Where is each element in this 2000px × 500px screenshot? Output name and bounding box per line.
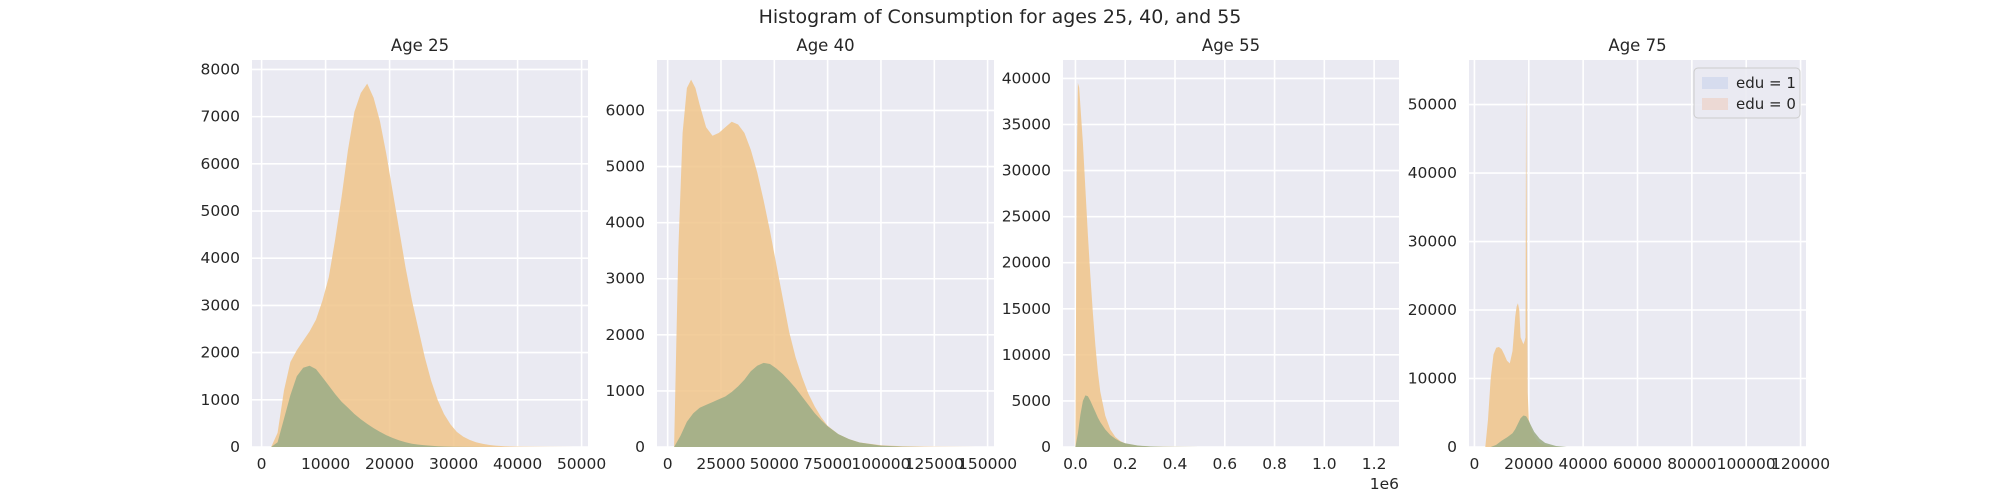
x-tick-label: 50000 [557, 455, 606, 473]
y-tick-label: 6000 [201, 155, 240, 173]
figure-title: Histogram of Consumption for ages 25, 40… [758, 6, 1242, 28]
histogram-edu-1 [1490, 415, 1567, 447]
histogram-edu-1 [674, 362, 924, 447]
x-tick-label: 75000 [803, 455, 852, 473]
y-tick-label: 1000 [606, 382, 645, 400]
y-tick-label: 5000 [1012, 392, 1051, 410]
y-tick-label: 1000 [201, 391, 240, 409]
y-tick-label: 7000 [201, 108, 240, 126]
y-tick-label: 40000 [1408, 164, 1457, 182]
y-tick-label: 25000 [1002, 208, 1051, 226]
histogram-edu-1 [1075, 395, 1200, 447]
y-tick-label: 8000 [201, 60, 240, 78]
x-tick-label: 1.2 [1362, 455, 1387, 473]
y-tick-label: 35000 [1002, 116, 1051, 134]
x-tick-label: 20000 [1504, 455, 1553, 473]
y-tick-label: 20000 [1408, 301, 1457, 319]
y-tick-label: 0 [1447, 438, 1457, 456]
x-tick-label: 40000 [1558, 455, 1607, 473]
x-tick-label: 0 [1469, 455, 1479, 473]
x-tick-label: 60000 [1613, 455, 1662, 473]
panel-title: Age 75 [1608, 36, 1666, 55]
histogram-edu-0 [674, 79, 977, 447]
legend-label: edu = 1 [1736, 74, 1796, 92]
legend-swatch [1702, 77, 1728, 89]
x-offset-label: 1e6 [1370, 475, 1399, 493]
x-tick-label: 100000 [1717, 455, 1776, 473]
y-tick-label: 3000 [201, 296, 240, 314]
x-tick-label: 0.2 [1113, 455, 1138, 473]
y-tick-label: 50000 [1408, 96, 1457, 114]
panel-title: Age 25 [391, 36, 449, 55]
x-tick-label: 30000 [429, 455, 478, 473]
y-tick-label: 4000 [201, 249, 240, 267]
x-tick-label: 40000 [493, 455, 542, 473]
x-tick-label: 0.4 [1163, 455, 1188, 473]
y-tick-label: 10000 [1408, 370, 1457, 388]
panel-age-3: 0.0 0.2 0.4 0.6 0.8 1.0 1.2 0 5000 10000 15000 2000… [1002, 36, 1399, 493]
legend: edu = 1 edu = 0 [1693, 67, 1801, 119]
y-tick-label: 0 [1041, 438, 1051, 456]
histogram-edu-0 [1485, 80, 1562, 447]
x-tick-label: 150000 [958, 455, 1017, 473]
y-tick-label: 20000 [1002, 254, 1051, 272]
panel-age-1: 0 10000 20000 30000 40000 50000 0 1000 2000 3000 4… [201, 36, 607, 473]
panel-title: Age 40 [796, 36, 854, 55]
y-tick-label: 6000 [606, 101, 645, 119]
x-tick-label: 80000 [1667, 455, 1716, 473]
y-tick-label: 15000 [1002, 300, 1051, 318]
legend-label: edu = 0 [1736, 95, 1796, 113]
x-tick-label: 25000 [696, 455, 745, 473]
x-tick-label: 20000 [365, 455, 414, 473]
x-tick-label: 0.0 [1063, 455, 1088, 473]
y-tick-label: 40000 [1002, 69, 1051, 87]
y-tick-label: 2000 [201, 344, 240, 362]
x-tick-label: 120000 [1771, 455, 1830, 473]
x-tick-label: 0.8 [1262, 455, 1287, 473]
plot-background [1063, 60, 1399, 447]
y-tick-label: 0 [230, 438, 240, 456]
y-tick-label: 4000 [606, 214, 645, 232]
y-tick-label: 5000 [201, 202, 240, 220]
y-tick-label: 2000 [606, 326, 645, 344]
panel-title: Age 55 [1202, 36, 1260, 55]
x-tick-label: 1.0 [1312, 455, 1337, 473]
y-tick-label: 5000 [606, 158, 645, 176]
x-tick-label: 125000 [905, 455, 964, 473]
y-tick-label: 30000 [1002, 162, 1051, 180]
y-tick-label: 10000 [1002, 346, 1051, 364]
y-tick-label: 3000 [606, 270, 645, 288]
y-tick-label: 0 [635, 438, 645, 456]
legend-swatch [1702, 98, 1728, 110]
x-tick-label: 0.6 [1212, 455, 1237, 473]
y-tick-label: 30000 [1408, 233, 1457, 251]
histogram-edu-0 [271, 83, 576, 447]
x-tick-label: 0 [663, 455, 673, 473]
x-tick-label: 50000 [750, 455, 799, 473]
x-tick-label: 100000 [851, 455, 910, 473]
histogram-edu-1 [271, 365, 505, 447]
x-tick-label: 0 [257, 455, 267, 473]
x-tick-label: 10000 [301, 455, 350, 473]
